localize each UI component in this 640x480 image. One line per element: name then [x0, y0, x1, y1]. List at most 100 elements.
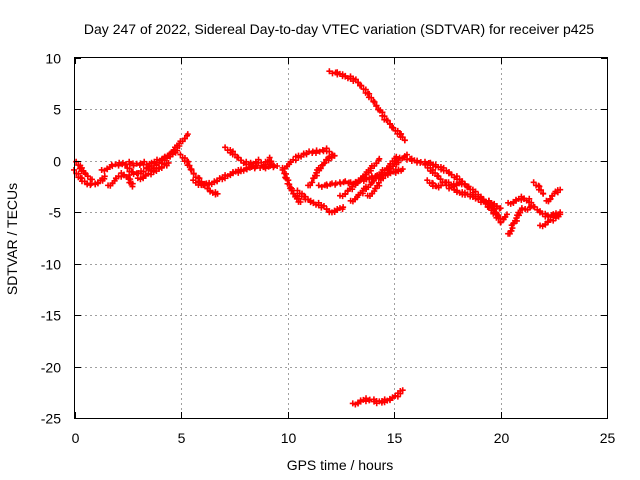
series-arc-21 [349, 387, 406, 408]
data-point [503, 211, 510, 218]
series-arc-19 [364, 151, 410, 200]
x-tick-label: 10 [281, 430, 297, 446]
data-point [309, 148, 316, 155]
data-point [188, 166, 195, 173]
data-point [198, 182, 205, 189]
data-point [465, 183, 472, 190]
series-arc-17 [337, 155, 383, 200]
y-axis-label: SDTVAR / TECUs [4, 183, 20, 295]
data-point [248, 164, 255, 171]
data-point [371, 99, 378, 106]
data-point [403, 151, 410, 158]
data-point [422, 161, 429, 168]
data-point [358, 82, 365, 89]
data-point [112, 161, 119, 168]
data-point [324, 182, 331, 189]
data-point [294, 187, 301, 194]
data-point [122, 161, 129, 168]
y-tick-label: -10 [41, 257, 61, 273]
data-point [399, 134, 406, 141]
data-point [400, 154, 407, 161]
data-point [342, 191, 349, 198]
data-point [317, 165, 324, 172]
data-point [315, 182, 322, 189]
y-tick-label: -15 [41, 308, 61, 324]
data-point [438, 182, 445, 189]
data-point [368, 94, 375, 101]
data-point [352, 76, 359, 83]
y-tick-label: 10 [45, 51, 61, 67]
data-point [321, 160, 328, 167]
data-point [401, 137, 408, 144]
data-point [435, 173, 442, 180]
data-point [89, 176, 96, 183]
data-point [390, 124, 397, 131]
series-arc-24 [424, 177, 445, 191]
series-arc-28 [505, 205, 526, 237]
series-arc-14 [294, 187, 347, 216]
data-point [186, 162, 193, 169]
series-arc-25 [445, 178, 472, 190]
data-point [557, 211, 564, 218]
data-point [480, 197, 487, 204]
data-point [497, 205, 504, 212]
data-point [130, 171, 137, 178]
series-arc-11 [247, 154, 276, 169]
data-point [403, 156, 410, 163]
data-point [214, 190, 221, 197]
data-point [84, 173, 91, 180]
plot-frame [74, 57, 608, 419]
x-tick-label: 5 [178, 430, 186, 446]
data-point [190, 170, 197, 177]
data-point [165, 159, 172, 166]
data-point [482, 200, 489, 207]
data-point [518, 205, 525, 212]
x-axis-label: GPS time / hours [287, 457, 394, 473]
grid-lines [75, 58, 607, 418]
data-point [399, 387, 406, 394]
data-point [82, 170, 89, 177]
data-point [329, 70, 336, 77]
series-arc-10 [222, 144, 255, 171]
data-point [257, 164, 264, 171]
data-point [286, 181, 293, 188]
series-arc-12 [279, 145, 336, 172]
data-point [158, 164, 165, 171]
data-point [297, 199, 304, 205]
data-point [331, 152, 338, 159]
data-points [71, 68, 564, 408]
x-tick-label: 20 [494, 430, 510, 446]
series-arc-26 [485, 197, 510, 223]
data-point [274, 163, 281, 169]
series-arc-30 [543, 186, 564, 205]
x-tick-label: 25 [600, 430, 616, 446]
y-tick-label: -20 [41, 360, 61, 376]
data-point [540, 190, 547, 197]
data-point [527, 204, 534, 211]
data-point [313, 147, 320, 154]
data-point [386, 121, 393, 128]
data-point [184, 131, 191, 138]
data-point [376, 155, 383, 162]
data-point [269, 161, 276, 168]
data-point [326, 68, 333, 75]
data-point [129, 183, 136, 190]
data-point [414, 157, 421, 164]
data-point [530, 179, 537, 186]
data-point [101, 173, 108, 180]
series-arc-29 [530, 179, 547, 197]
data-point [279, 166, 286, 173]
series-arc-15 [305, 152, 338, 189]
data-point [337, 180, 344, 187]
data-point [494, 212, 501, 219]
chart-title: Day 247 of 2022, Sidereal Day-to-day VTE… [84, 21, 594, 37]
x-tick-label: 0 [72, 430, 80, 446]
axis-ticks [75, 58, 608, 419]
series-arc-20 [326, 68, 408, 144]
series-arc-07 [134, 159, 172, 183]
data-point [354, 79, 361, 86]
data-point [164, 155, 171, 162]
data-point [437, 176, 444, 183]
x-tick-label: 15 [387, 430, 403, 446]
